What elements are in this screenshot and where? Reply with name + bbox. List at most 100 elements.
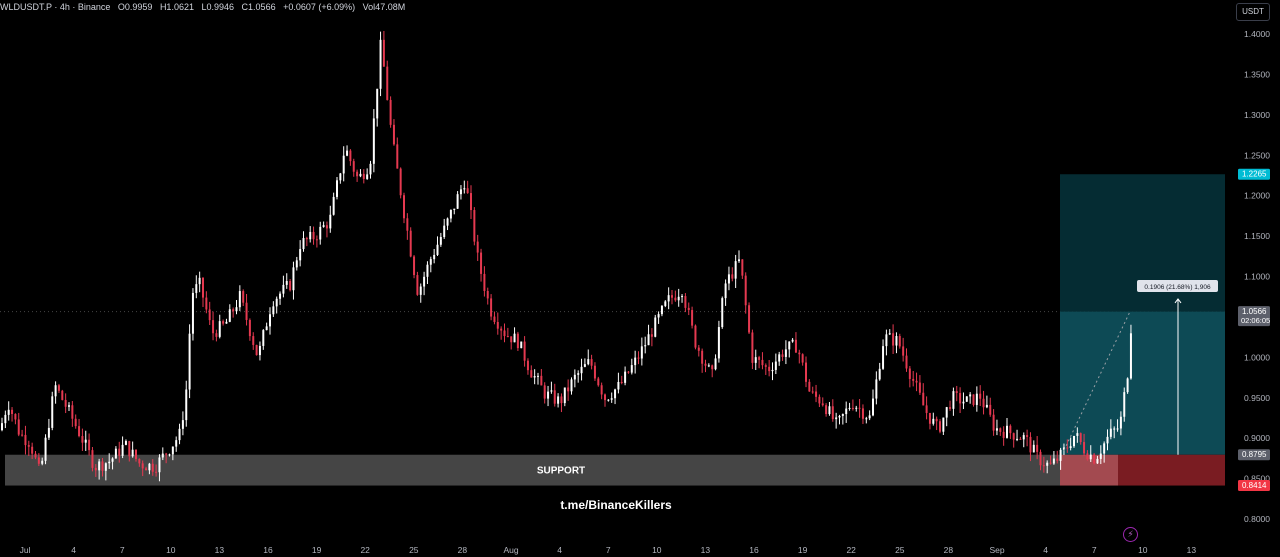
y-tick-label: 1.3000 xyxy=(1244,110,1270,120)
candle-up xyxy=(784,349,787,357)
chart-legend: WLDUSDT.P · 4h · Binance O0.9959 H1.0621… xyxy=(0,2,410,12)
candle-down xyxy=(500,328,503,331)
candle-down xyxy=(305,238,308,240)
candle-down xyxy=(922,392,925,406)
x-tick-label: 10 xyxy=(652,545,662,555)
candle-down xyxy=(999,428,1002,432)
candle-up xyxy=(587,359,590,365)
candle-up xyxy=(885,334,888,347)
candle-down xyxy=(205,297,208,310)
candle-down xyxy=(473,210,476,242)
candle-down xyxy=(955,391,958,394)
candle-up xyxy=(258,345,261,356)
candle-up xyxy=(1016,438,1019,440)
candle-up xyxy=(667,295,670,302)
candle-down xyxy=(671,295,673,298)
candle-down xyxy=(758,357,761,360)
candle-up xyxy=(533,376,536,378)
candle-down xyxy=(905,355,908,369)
candle-down xyxy=(17,419,20,435)
candle-up xyxy=(721,298,724,328)
candle-down xyxy=(81,436,84,443)
candlesticks xyxy=(1,30,1132,482)
candle-up xyxy=(664,301,667,306)
candle-up xyxy=(644,345,647,347)
candle-up xyxy=(265,326,268,331)
entry-price-tag xyxy=(1238,449,1270,461)
candle-down xyxy=(918,382,921,393)
candle-up xyxy=(563,387,566,404)
candle-down xyxy=(684,296,687,308)
candle-up xyxy=(54,385,57,397)
stop-zone-filled[interactable] xyxy=(1060,454,1118,486)
lightning-icon[interactable]: ⚡ xyxy=(1123,527,1138,542)
candle-down xyxy=(590,359,593,366)
candle-up xyxy=(429,259,432,265)
candle-up xyxy=(1073,435,1075,447)
candle-up xyxy=(1106,436,1109,444)
candle-up xyxy=(945,407,948,418)
candle-up xyxy=(624,371,627,383)
candle-up xyxy=(218,321,221,337)
candle-up xyxy=(339,173,342,181)
candle-down xyxy=(14,414,17,420)
candle-up xyxy=(1129,333,1132,379)
candle-up xyxy=(329,214,332,229)
candle-up xyxy=(269,314,271,327)
candle-down xyxy=(861,408,864,419)
candle-down xyxy=(88,439,91,451)
candle-up xyxy=(1103,443,1106,454)
candle-down xyxy=(151,463,154,472)
candle-down xyxy=(764,365,767,367)
currency-button[interactable]: USDT xyxy=(1236,3,1270,21)
candle-down xyxy=(1079,433,1082,443)
projection-line[interactable] xyxy=(1063,311,1131,451)
candle-down xyxy=(118,448,121,456)
candle-up xyxy=(191,292,194,334)
x-tick-label: 7 xyxy=(606,545,611,555)
candle-up xyxy=(44,437,47,461)
candle-up xyxy=(677,296,680,301)
y-tick-label: 0.8000 xyxy=(1244,514,1270,524)
x-tick-label: 10 xyxy=(166,545,176,555)
candle-down xyxy=(222,321,225,324)
candle-up xyxy=(724,283,727,299)
candle-down xyxy=(135,449,137,459)
candle-down xyxy=(248,319,251,337)
candle-up xyxy=(788,341,791,350)
candle-up xyxy=(309,231,312,240)
candle-down xyxy=(1002,431,1005,438)
time-axis: Jul 4 7 10 13 16 19 22 25 28 Aug 4 7 10 13 16 19 22 25 28 Se… xyxy=(20,545,1197,555)
candle-down xyxy=(1056,458,1059,461)
y-tick-label: 1.3500 xyxy=(1244,69,1270,79)
candle-up xyxy=(614,389,617,399)
x-tick-label: 19 xyxy=(798,545,808,555)
stop-zone[interactable] xyxy=(1118,454,1225,486)
symbol-label[interactable]: WLDUSDT.P · 4h · Binance xyxy=(0,2,111,12)
candle-down xyxy=(255,344,258,356)
candle-down xyxy=(731,274,734,279)
candle-up xyxy=(771,369,774,372)
x-tick-label: 16 xyxy=(749,545,759,555)
candle-up xyxy=(580,366,583,374)
candle-down xyxy=(650,334,653,337)
candle-up xyxy=(932,418,935,424)
target-zone-filled[interactable] xyxy=(1060,311,1225,455)
candle-down xyxy=(155,471,158,473)
candle-up xyxy=(332,196,335,215)
candle-up xyxy=(895,336,898,346)
candle-up xyxy=(114,448,117,459)
candle-down xyxy=(1039,451,1042,466)
candle-down xyxy=(138,458,141,464)
candle-up xyxy=(1,423,3,431)
candle-down xyxy=(979,393,982,399)
x-tick-label: 19 xyxy=(312,545,322,555)
candle-up xyxy=(878,368,881,380)
candle-up xyxy=(336,180,338,197)
candle-down xyxy=(949,407,952,409)
measure-label-box xyxy=(1137,280,1218,292)
candle-up xyxy=(754,357,757,363)
candle-up xyxy=(121,444,124,456)
candle-up xyxy=(1069,446,1072,449)
